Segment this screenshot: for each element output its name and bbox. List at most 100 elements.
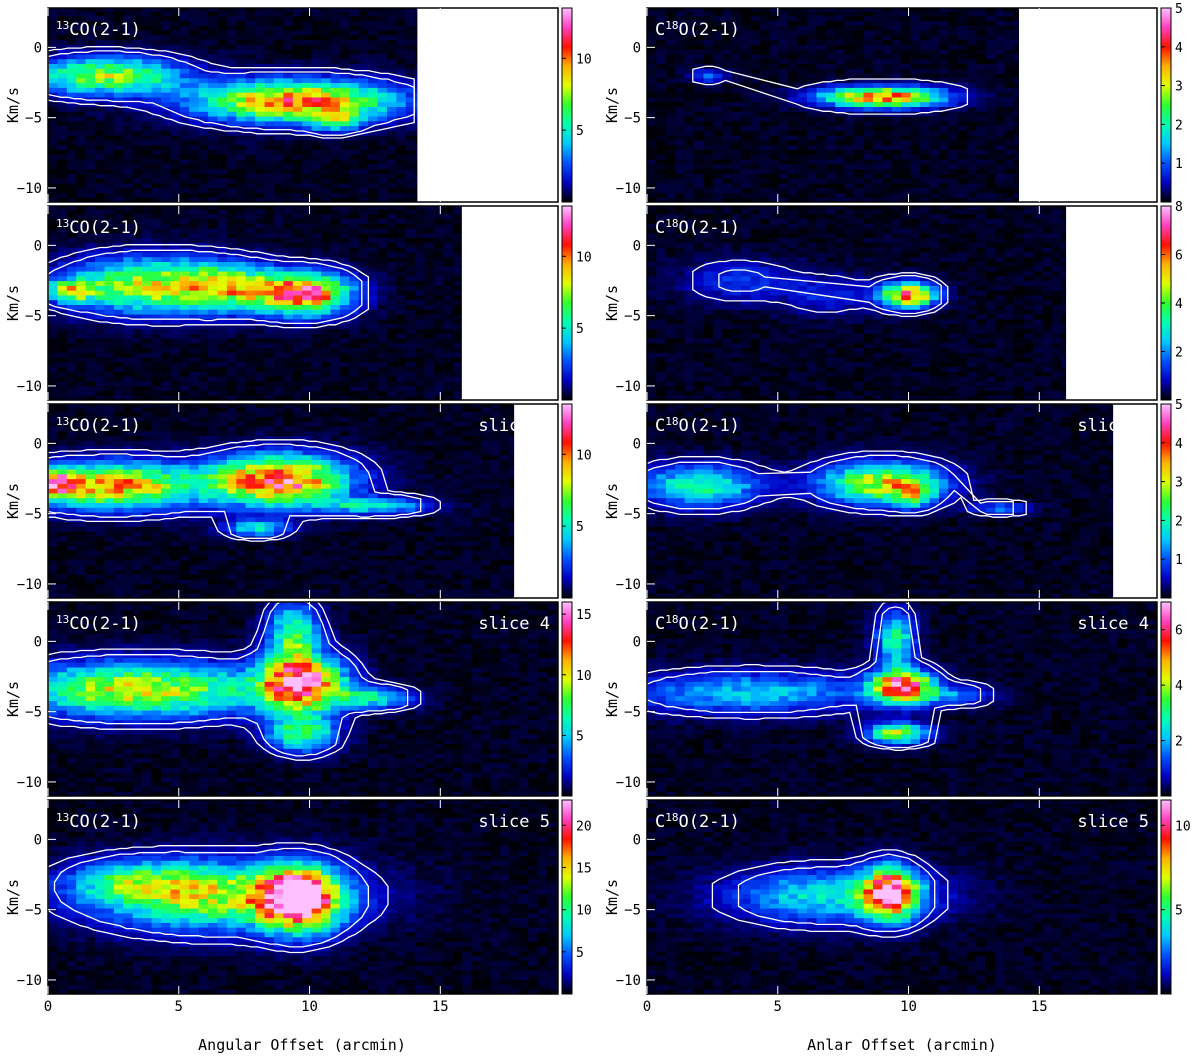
heatmap-cell — [731, 163, 742, 170]
heatmap-cell — [66, 44, 77, 50]
heatmap-cell — [703, 130, 714, 136]
heatmap-cell — [95, 106, 106, 112]
heatmap-cell — [245, 206, 256, 210]
heatmap-cell — [104, 149, 115, 155]
heatmap-cell — [179, 237, 190, 243]
heatmap-cell — [684, 68, 695, 74]
heatmap-cell — [142, 213, 153, 219]
heatmap-cell — [198, 318, 209, 325]
heatmap-cell — [151, 154, 162, 160]
heatmap-cell — [665, 15, 676, 21]
heatmap-cell — [703, 72, 714, 79]
heatmap-cell — [264, 58, 275, 64]
heatmap-cell — [920, 96, 931, 103]
heatmap-cell — [656, 8, 667, 12]
heatmap-cell — [948, 192, 959, 198]
heatmap-cell — [368, 366, 379, 372]
heatmap-cell — [938, 187, 949, 194]
heatmap-cell — [882, 187, 893, 194]
heatmap-cell — [208, 197, 219, 202]
heatmap-cell — [750, 10, 761, 17]
heatmap-cell — [283, 163, 294, 170]
heatmap-cell — [985, 77, 996, 84]
heatmap-cell — [160, 125, 171, 131]
heatmap-cell — [226, 280, 237, 286]
heatmap-cell — [255, 261, 266, 267]
heatmap-cell — [358, 290, 369, 296]
heatmap-cell — [882, 15, 893, 21]
heatmap-cell — [217, 96, 228, 103]
heatmap-cell — [236, 337, 247, 344]
heatmap-cell — [386, 20, 397, 26]
heatmap-cell — [142, 158, 153, 165]
heatmap-cell — [844, 82, 855, 88]
heatmap-cell — [415, 72, 418, 79]
heatmap-cell — [95, 213, 106, 219]
heatmap-cell — [245, 182, 256, 189]
heatmap-cell — [647, 125, 658, 131]
heatmap-cell — [113, 173, 124, 179]
slice-label: slice 1 — [478, 20, 550, 40]
heatmap-cell — [330, 120, 341, 127]
heatmap-cell — [170, 178, 181, 184]
heatmap-cell — [1004, 139, 1015, 146]
heatmap-cell — [208, 390, 219, 396]
heatmap-cell — [844, 120, 855, 127]
heatmap-cell — [368, 139, 379, 146]
heatmap-cell — [759, 25, 770, 31]
heatmap-cell — [976, 149, 987, 155]
heatmap-cell — [245, 163, 256, 170]
heatmap-cell — [217, 149, 228, 155]
heatmap-cell — [160, 34, 171, 41]
heatmap-cell — [741, 154, 752, 160]
heatmap-cell — [236, 223, 247, 229]
heatmap-cell — [377, 130, 388, 136]
heatmap-cell — [76, 144, 87, 151]
heatmap-cell — [170, 49, 181, 55]
heatmap-cell — [255, 309, 266, 315]
heatmap-cell — [741, 82, 752, 88]
heatmap-cell — [1014, 63, 1019, 69]
heatmap-cell — [807, 101, 818, 108]
heatmap-cell — [226, 376, 237, 382]
heatmap-cell — [66, 380, 77, 387]
heatmap-cell — [226, 173, 237, 179]
heatmap-cell — [741, 49, 752, 55]
heatmap-cell — [377, 323, 388, 329]
heatmap-cell — [929, 106, 940, 112]
heatmap-cell — [684, 154, 695, 160]
heatmap-cell — [208, 371, 219, 377]
heatmap-cell — [656, 158, 667, 165]
heatmap-cell — [349, 82, 360, 88]
heatmap-cell — [920, 158, 931, 165]
heatmap-cell — [123, 366, 134, 372]
heatmap-cell — [750, 68, 761, 74]
heatmap-cell — [321, 275, 332, 282]
heatmap-cell — [160, 223, 171, 229]
heatmap-cell — [302, 53, 313, 60]
heatmap-cell — [226, 135, 237, 141]
heatmap-cell — [113, 8, 124, 12]
heatmap-cell — [264, 380, 275, 387]
heatmap-cell — [311, 313, 322, 320]
heatmap-cell — [264, 125, 275, 131]
heatmap-cell — [311, 366, 322, 372]
heatmap-cell — [995, 92, 1006, 98]
heatmap-cell — [797, 63, 808, 69]
heatmap-cell — [386, 29, 397, 36]
heatmap-cell — [217, 206, 228, 210]
heatmap-cell — [872, 178, 883, 184]
heatmap-cell — [66, 347, 77, 353]
heatmap-cell — [405, 158, 416, 165]
heatmap-cell — [292, 39, 303, 45]
heatmap-cell — [684, 139, 695, 146]
heatmap-cell — [825, 10, 836, 17]
heatmap-cell — [283, 247, 294, 253]
heatmap-cell — [151, 309, 162, 315]
heatmap-cell — [891, 197, 902, 202]
heatmap-cell — [656, 72, 667, 79]
heatmap-cell — [48, 182, 59, 189]
heatmap-cell — [1004, 130, 1015, 136]
heatmap-cell — [330, 318, 341, 325]
heatmap-cell — [160, 376, 171, 382]
